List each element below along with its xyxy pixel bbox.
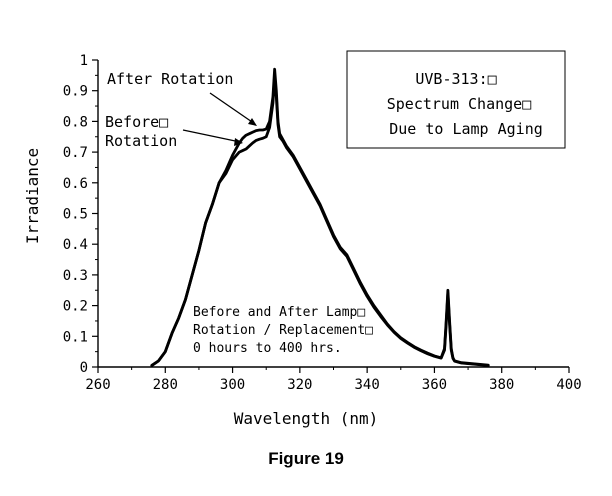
y-tick-label-7: 0.7 <box>63 145 88 161</box>
series-layer <box>150 67 490 367</box>
before-rotation-arrow <box>182 129 241 143</box>
annotation-note: Before and After Lamp□ Rotation / Replac… <box>193 305 373 356</box>
y-tick-label-4: 0.4 <box>63 237 88 253</box>
spectrum-chart: 260 280 300 320 340 360 380 400 0 0.1 0.2 0.3 0.4 0.… <box>23 50 582 428</box>
before-rotation-arrowhead <box>234 138 243 146</box>
annotation-after-rotation: After Rotation <box>107 70 257 126</box>
x-tick-label-400: 400 <box>556 377 581 393</box>
legend-line-1: UVB-313:□ <box>415 70 496 88</box>
legend-line-2: Spectrum Change□ <box>387 95 532 113</box>
y-tick-label-0: 0 <box>80 360 88 376</box>
y-tick-label-1: 0.1 <box>63 329 88 345</box>
y-tick-label-2: 0.2 <box>63 299 88 315</box>
annotation-before-rotation: Before□ Rotation <box>105 113 243 150</box>
legend-line-3: Due to Lamp Aging <box>389 120 543 138</box>
x-tick-label-300: 300 <box>220 377 245 393</box>
note-line-1: Before and After Lamp□ <box>193 305 365 320</box>
after-rotation-arrowhead <box>248 118 257 126</box>
x-tick-label-280: 280 <box>153 377 178 393</box>
series-line-after-rotation <box>150 67 490 367</box>
x-tick-label-340: 340 <box>354 377 379 393</box>
after-rotation-label: After Rotation <box>107 70 233 88</box>
legend-box-frame <box>346 50 566 149</box>
y-tick-label-6: 0.6 <box>63 176 88 192</box>
y-tick-label-5: 0.5 <box>63 207 88 223</box>
y-tick-label-3: 0.3 <box>63 268 88 284</box>
x-tick-label-360: 360 <box>422 377 447 393</box>
y-tick-label-8: 0.8 <box>63 114 88 130</box>
series-line-before-rotation <box>150 73 490 367</box>
x-axis-label: Wavelength (nm) <box>234 409 379 428</box>
before-rotation-label-1: Before□ <box>105 113 168 131</box>
x-tick-label-320: 320 <box>287 377 312 393</box>
after-rotation-arrow <box>209 92 256 125</box>
y-axis-ticks: 0 0.1 0.2 0.3 0.4 0.5 0.6 0.7 0.8 0.9 1 <box>63 53 98 376</box>
x-tick-label-260: 260 <box>85 377 110 393</box>
y-tick-label-9: 0.9 <box>63 84 88 100</box>
note-line-3: 0 hours to 400 hrs. <box>193 341 342 356</box>
x-axis-ticks: 260 280 300 320 340 360 380 400 <box>85 367 582 393</box>
before-rotation-label-2: Rotation <box>105 132 177 150</box>
x-tick-label-380: 380 <box>489 377 514 393</box>
note-line-2: Rotation / Replacement□ <box>193 323 373 338</box>
y-axis-label: Irradiance <box>23 148 42 244</box>
legend-box: UVB-313:□ Spectrum Change□ Due to Lamp A… <box>346 50 566 149</box>
y-tick-label-10: 1 <box>80 53 88 69</box>
figure-caption: Figure 19 <box>268 449 344 468</box>
